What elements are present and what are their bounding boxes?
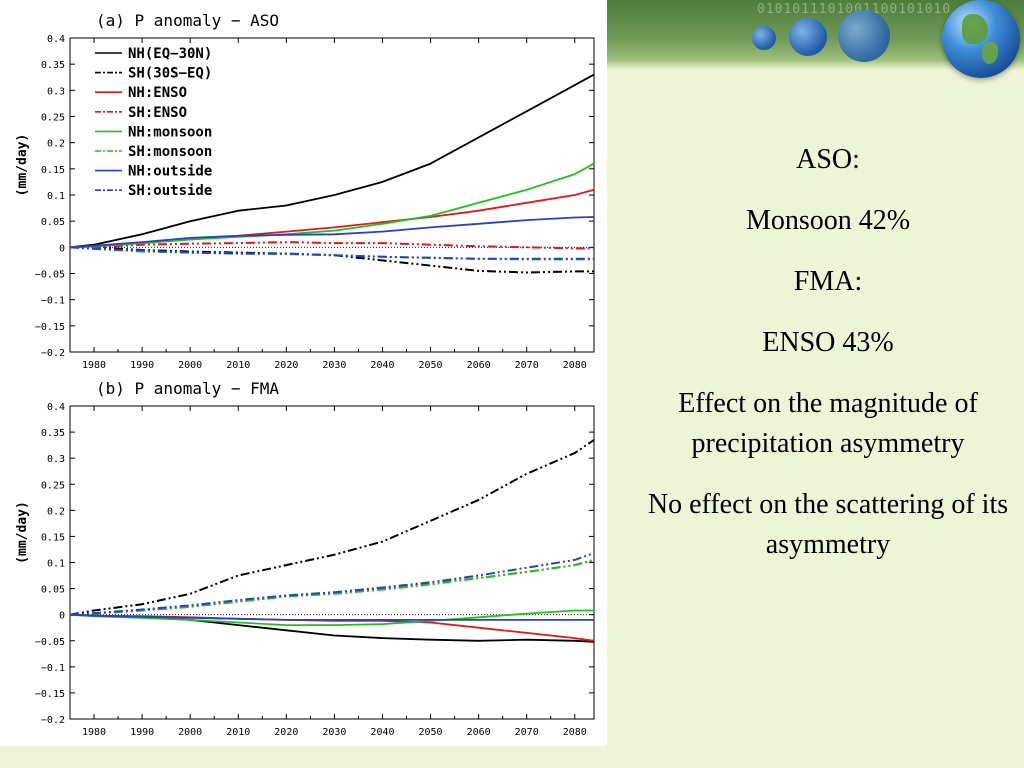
x-tick-label: 2030	[322, 727, 346, 738]
x-tick-label: 2010	[226, 360, 250, 371]
y-tick-label: 0.1	[47, 191, 65, 202]
header-binary-text: 0101011101001100101010	[757, 2, 952, 17]
figure-panel: (a) P anomaly − ASO (mm/day) −0.2 −0.15 −0.1…	[0, 0, 607, 746]
x-tick-label: 2060	[467, 727, 491, 738]
x-tick-label: 1980	[82, 360, 106, 371]
y-tick-label: −0.05	[35, 270, 65, 281]
y-tick-label: 0.05	[41, 217, 65, 228]
x-tick-label: 1990	[130, 360, 154, 371]
x-tick-label: 1990	[130, 727, 154, 738]
y-tick-label: 0.4	[47, 34, 65, 45]
y-tick-label: 0.2	[47, 139, 65, 150]
decor-dot-small	[752, 26, 776, 50]
y-tick-label: 0.1	[47, 559, 65, 570]
legend-label: SH:monsoon	[128, 144, 212, 160]
y-axis-label: (mm/day)	[15, 501, 30, 564]
series-line-4	[69, 609, 594, 626]
decor-dot-large	[838, 10, 890, 62]
y-tick-label: −0.2	[41, 348, 65, 359]
y-tick-label: 0.15	[41, 532, 65, 543]
y-tick-label: 0	[59, 243, 65, 254]
text-aso-label: ASO:	[796, 144, 860, 175]
x-tick-label: 2010	[226, 727, 250, 738]
series-line-3	[70, 241, 594, 250]
y-tick-label: −0.15	[35, 689, 65, 700]
x-tick-label: 2070	[515, 360, 539, 371]
legend-label: NH:monsoon	[128, 124, 212, 140]
x-tick-label: 2080	[563, 360, 587, 371]
y-tick-label: 0.3	[47, 86, 65, 97]
x-tick-label: 1980	[82, 727, 106, 738]
slide-text: ASO: Monsoon 42% FMA: ENSO 43% Effect on…	[636, 140, 1020, 586]
x-tick-label: 2030	[322, 360, 346, 371]
series-line-6	[69, 216, 595, 249]
chart-figure: (a) P anomaly − ASO (mm/day) −0.2 −0.15 −0.1…	[15, 11, 595, 738]
y-tick-label: −0.1	[41, 296, 65, 307]
y-tick-label: 0	[59, 611, 65, 622]
series-line-7	[69, 246, 594, 260]
series-line-4	[69, 162, 595, 249]
text-effect-magnitude: Effect on the magnitude of precipitation…	[678, 388, 978, 459]
x-tick-label: 2060	[467, 360, 491, 371]
text-enso-value: ENSO 43%	[762, 327, 894, 358]
y-tick-label: 0.2	[47, 506, 65, 517]
y-tick-label: 0.4	[47, 402, 65, 413]
series-line-6	[69, 613, 594, 621]
y-tick-label: −0.1	[41, 663, 65, 674]
y-tick-label: 0.25	[41, 480, 65, 491]
y-tick-label: 0.15	[41, 165, 65, 176]
y-tick-label: −0.05	[35, 637, 65, 648]
legend-label: NH(EQ−30N)	[128, 46, 212, 62]
series-line-5	[69, 558, 595, 616]
text-monsoon-value: Monsoon 42%	[745, 205, 911, 236]
legend-label: NH:ENSO	[128, 85, 187, 101]
x-tick-label: 2040	[370, 360, 394, 371]
legend-label: SH(30S−EQ)	[128, 66, 212, 82]
x-tick-label: 2050	[419, 727, 443, 738]
x-tick-label: 2050	[419, 360, 443, 371]
chart-title: (a) P anomaly − ASO	[96, 11, 279, 30]
text-fma-label: FMA:	[793, 266, 863, 297]
chart-panel-aso: (a) P anomaly − ASO (mm/day) −0.2 −0.15 −0.1…	[15, 11, 595, 371]
legend-label: SH:outside	[128, 183, 212, 199]
y-tick-label: 0.35	[41, 60, 65, 71]
x-tick-label: 2020	[274, 727, 298, 738]
chart-panel-fma: (b) P anomaly − FMA (mm/day) −0.2 −0.15 −0.1…	[15, 379, 595, 738]
y-tick-label: 0.35	[41, 428, 65, 439]
legend-label: SH:ENSO	[128, 105, 187, 121]
series-line-0	[69, 73, 595, 249]
legend-label: NH:outside	[128, 164, 212, 180]
y-tick-label: 0.05	[41, 585, 65, 596]
x-tick-label: 2080	[563, 727, 587, 738]
x-tick-label: 2070	[515, 727, 539, 738]
plot-frame	[69, 405, 595, 720]
y-tick-label: 0.3	[47, 454, 65, 465]
decor-dot-medium	[789, 18, 827, 56]
globe-icon	[942, 0, 1020, 78]
series-line-7	[69, 552, 595, 616]
series-line-5	[69, 246, 594, 261]
y-axis-label: (mm/day)	[15, 134, 30, 197]
chart-legend: NH(EQ−30N) SH(30S−EQ) NH:ENSO SH:ENSO NH:mon…	[95, 46, 212, 199]
x-tick-label: 2040	[370, 727, 394, 738]
chart-title: (b) P anomaly − FMA	[96, 379, 279, 398]
series-line-3	[69, 558, 595, 616]
x-tick-label: 2000	[178, 360, 202, 371]
y-tick-label: −0.2	[41, 715, 65, 726]
y-tick-label: −0.15	[35, 322, 65, 333]
y-tick-label: 0.25	[41, 113, 65, 124]
x-tick-label: 2020	[274, 360, 298, 371]
x-tick-label: 2000	[178, 727, 202, 738]
series-line-1	[69, 439, 595, 616]
text-no-effect-scattering: No effect on the scattering of its asymm…	[647, 489, 1009, 560]
